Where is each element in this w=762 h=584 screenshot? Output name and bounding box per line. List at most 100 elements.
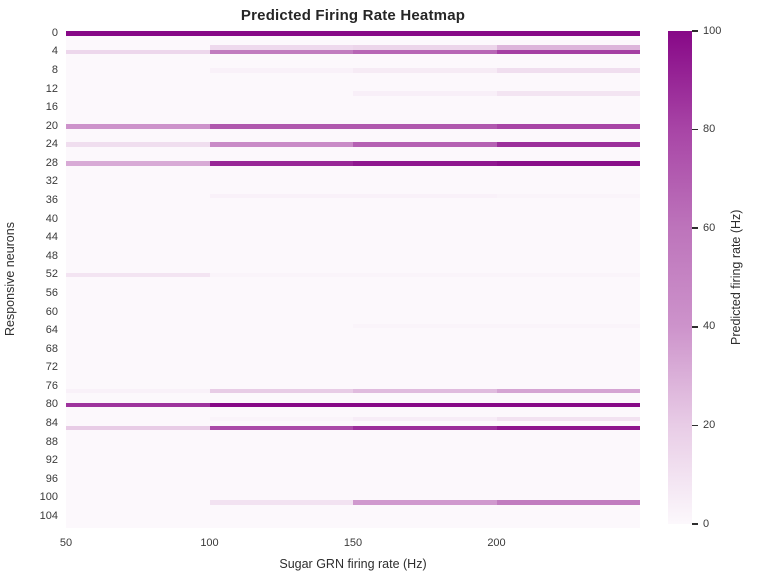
heatmap-cell xyxy=(353,388,497,394)
heatmap-cell xyxy=(66,416,210,422)
heatmap-row xyxy=(66,402,640,408)
y-tick-label: 100 xyxy=(39,491,58,504)
heatmap-row xyxy=(66,44,640,50)
heatmap-cell xyxy=(209,161,353,166)
chart-title: Predicted Firing Rate Heatmap xyxy=(240,7,466,24)
heatmap-cell xyxy=(66,500,210,505)
colorbar-tick-mark xyxy=(692,227,698,229)
heatmap-cell xyxy=(209,500,353,505)
heatmap-cell xyxy=(496,44,640,50)
heatmap-cell xyxy=(66,31,210,36)
heatmap-cell xyxy=(496,272,640,278)
heatmap-cell xyxy=(496,142,640,148)
heatmap-cell xyxy=(209,402,353,408)
colorbar-tick-label: 40 xyxy=(703,320,716,333)
heatmap-row xyxy=(66,91,640,97)
y-tick-label: 44 xyxy=(45,231,58,244)
heatmap-cell xyxy=(66,388,210,394)
heatmap-cell xyxy=(353,68,497,73)
x-tick-label: 150 xyxy=(343,537,363,549)
heatmap-cell xyxy=(353,193,497,199)
y-tick-label: 88 xyxy=(45,435,58,448)
heatmap-cell xyxy=(209,91,353,97)
heatmap-cell xyxy=(66,91,210,97)
heatmap-cell xyxy=(209,49,353,55)
heatmap-cell xyxy=(66,142,210,148)
y-tick-label: 48 xyxy=(45,249,58,262)
heatmap-cell xyxy=(496,500,640,505)
y-tick-label: 92 xyxy=(45,454,58,467)
heatmap-row xyxy=(66,388,640,394)
heatmap-cell xyxy=(353,500,497,505)
y-tick-label: 12 xyxy=(45,82,58,95)
colorbar-tick-label: 100 xyxy=(703,24,722,37)
heatmap-cell xyxy=(66,193,210,199)
heatmap-cell xyxy=(66,49,210,55)
y-tick-label: 60 xyxy=(45,305,58,318)
heatmap-cell xyxy=(209,193,353,199)
heatmap-row xyxy=(66,500,640,505)
colorbar-tick-label: 80 xyxy=(703,123,716,136)
heatmap-row xyxy=(66,161,640,166)
heatmap-cell xyxy=(353,161,497,166)
heatmap-row xyxy=(66,425,640,431)
colorbar-tick-label: 60 xyxy=(703,221,716,234)
heatmap-cell xyxy=(496,323,640,329)
y-tick-label: 24 xyxy=(45,138,58,151)
heatmap-cell xyxy=(209,142,353,148)
heatmap-cell xyxy=(66,123,210,129)
heatmap-cell xyxy=(496,31,640,36)
x-tick-label: 200 xyxy=(487,537,506,549)
y-tick-label: 36 xyxy=(45,194,58,207)
heatmap-cell xyxy=(353,272,497,278)
colorbar-label: Predicted firing rate (Hz) xyxy=(729,209,743,346)
heatmap-cell xyxy=(496,193,640,199)
heatmap-cell xyxy=(353,49,497,55)
heatmap-cell xyxy=(209,123,353,129)
y-tick-label: 16 xyxy=(45,101,58,114)
y-tick-label: 28 xyxy=(45,156,58,169)
colorbar-tick-mark xyxy=(692,128,698,131)
heatmap-row xyxy=(66,272,640,278)
heatmap-cell xyxy=(209,323,353,329)
colorbar-tick-mark xyxy=(692,326,698,328)
y-tick-label: 68 xyxy=(45,342,58,355)
y-tick-label: 72 xyxy=(45,361,58,374)
y-tick-label: 64 xyxy=(45,324,58,337)
colorbar-tick-mark xyxy=(692,30,698,32)
heatmap-cell xyxy=(353,402,497,408)
x-axis-label: Sugar GRN firing rate (Hz) xyxy=(279,557,427,571)
heatmap-cell xyxy=(353,44,497,50)
heatmap-cell xyxy=(496,91,640,97)
y-tick-label: 8 xyxy=(51,63,58,76)
heatmap-cell xyxy=(496,68,640,73)
colorbar-gradient xyxy=(668,31,692,524)
colorbar-tick-mark xyxy=(692,523,698,525)
heatmap-cell xyxy=(66,425,210,431)
heatmap-cell xyxy=(209,272,353,278)
heatmap-cell xyxy=(353,425,497,431)
heatmap-cell xyxy=(66,402,210,408)
y-tick-label: 0 xyxy=(51,26,58,39)
y-tick-label: 32 xyxy=(45,175,58,188)
heatmap-cell xyxy=(496,416,640,422)
heatmap-plot-area xyxy=(66,31,640,528)
heatmap-cell xyxy=(66,161,210,166)
heatmap-row xyxy=(66,142,640,148)
heatmap-cell xyxy=(209,416,353,422)
heatmap-cell xyxy=(209,44,353,50)
y-tick-label: 104 xyxy=(39,509,58,522)
heatmap-row xyxy=(66,49,640,55)
heatmap-cell xyxy=(66,272,210,278)
y-tick-label: 4 xyxy=(51,45,58,58)
heatmap-cell xyxy=(66,323,210,329)
y-tick-label: 56 xyxy=(45,286,58,299)
heatmap-cell xyxy=(496,49,640,55)
y-tick-label: 96 xyxy=(45,472,58,485)
heatmap-cell xyxy=(209,31,353,36)
colorbar-tick-mark xyxy=(692,424,698,427)
heatmap-cell xyxy=(353,142,497,148)
x-tick-label: 50 xyxy=(59,537,73,549)
y-tick-label: 80 xyxy=(45,398,58,411)
heatmap-cell xyxy=(496,402,640,408)
